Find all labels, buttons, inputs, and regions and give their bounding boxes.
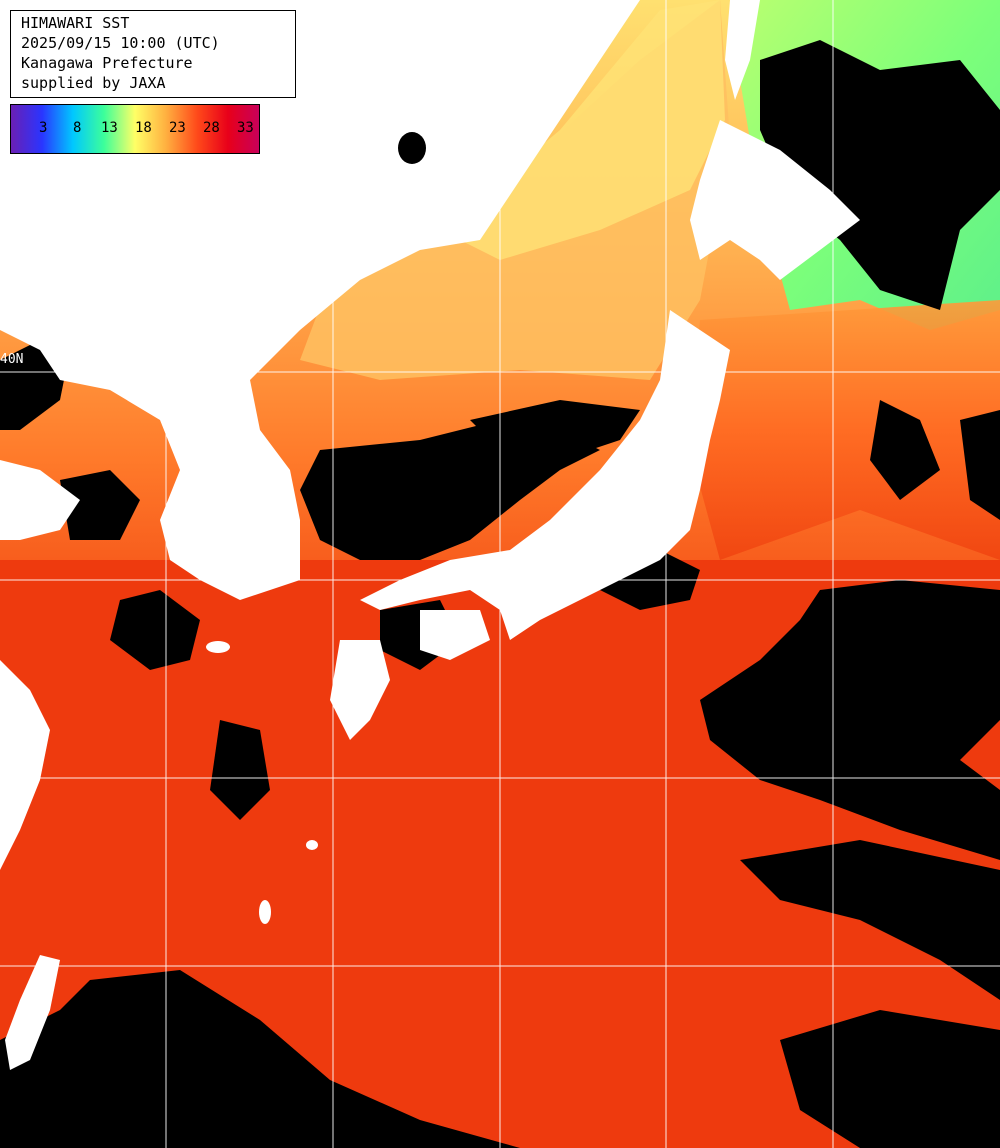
latitude-label-40n: 40N — [0, 352, 24, 367]
legend-tick-3: 3 — [39, 120, 48, 136]
land-china-south — [0, 660, 50, 870]
land-sakhalin — [725, 0, 760, 100]
map-title-box: HIMAWARI SST 2025/09/15 10:00 (UTC) Kana… — [10, 10, 296, 98]
land-kyushu — [330, 640, 390, 740]
legend-tick-28: 28 — [203, 120, 220, 136]
color-scale-legend: 3 8 13 18 23 28 33 — [10, 104, 260, 154]
title-line-region: Kanagawa Prefecture — [21, 54, 193, 72]
legend-tick-33: 33 — [237, 120, 254, 136]
legend-tick-23: 23 — [169, 120, 186, 136]
land-china-coast — [0, 460, 80, 540]
title-line-product: HIMAWARI SST — [21, 14, 130, 32]
sea-pacific-east — [690, 300, 1000, 560]
land-taiwan — [5, 955, 60, 1070]
legend-tick-18: 18 — [135, 120, 152, 136]
title-line-datetime: 2025/09/15 10:00 (UTC) — [21, 34, 220, 52]
title-line-credit: supplied by JAXA — [21, 74, 166, 92]
cloud-cover — [0, 40, 1000, 1148]
legend-tick-labels: 3 8 13 18 23 28 33 — [11, 105, 259, 153]
land-shikoku — [420, 610, 490, 660]
land-hokkaido — [690, 120, 860, 280]
legend-tick-13: 13 — [101, 120, 118, 136]
sea-japan-north — [440, 0, 725, 260]
land-honshu — [360, 310, 730, 640]
legend-tick-8: 8 — [73, 120, 82, 136]
land-jeju — [206, 641, 230, 653]
